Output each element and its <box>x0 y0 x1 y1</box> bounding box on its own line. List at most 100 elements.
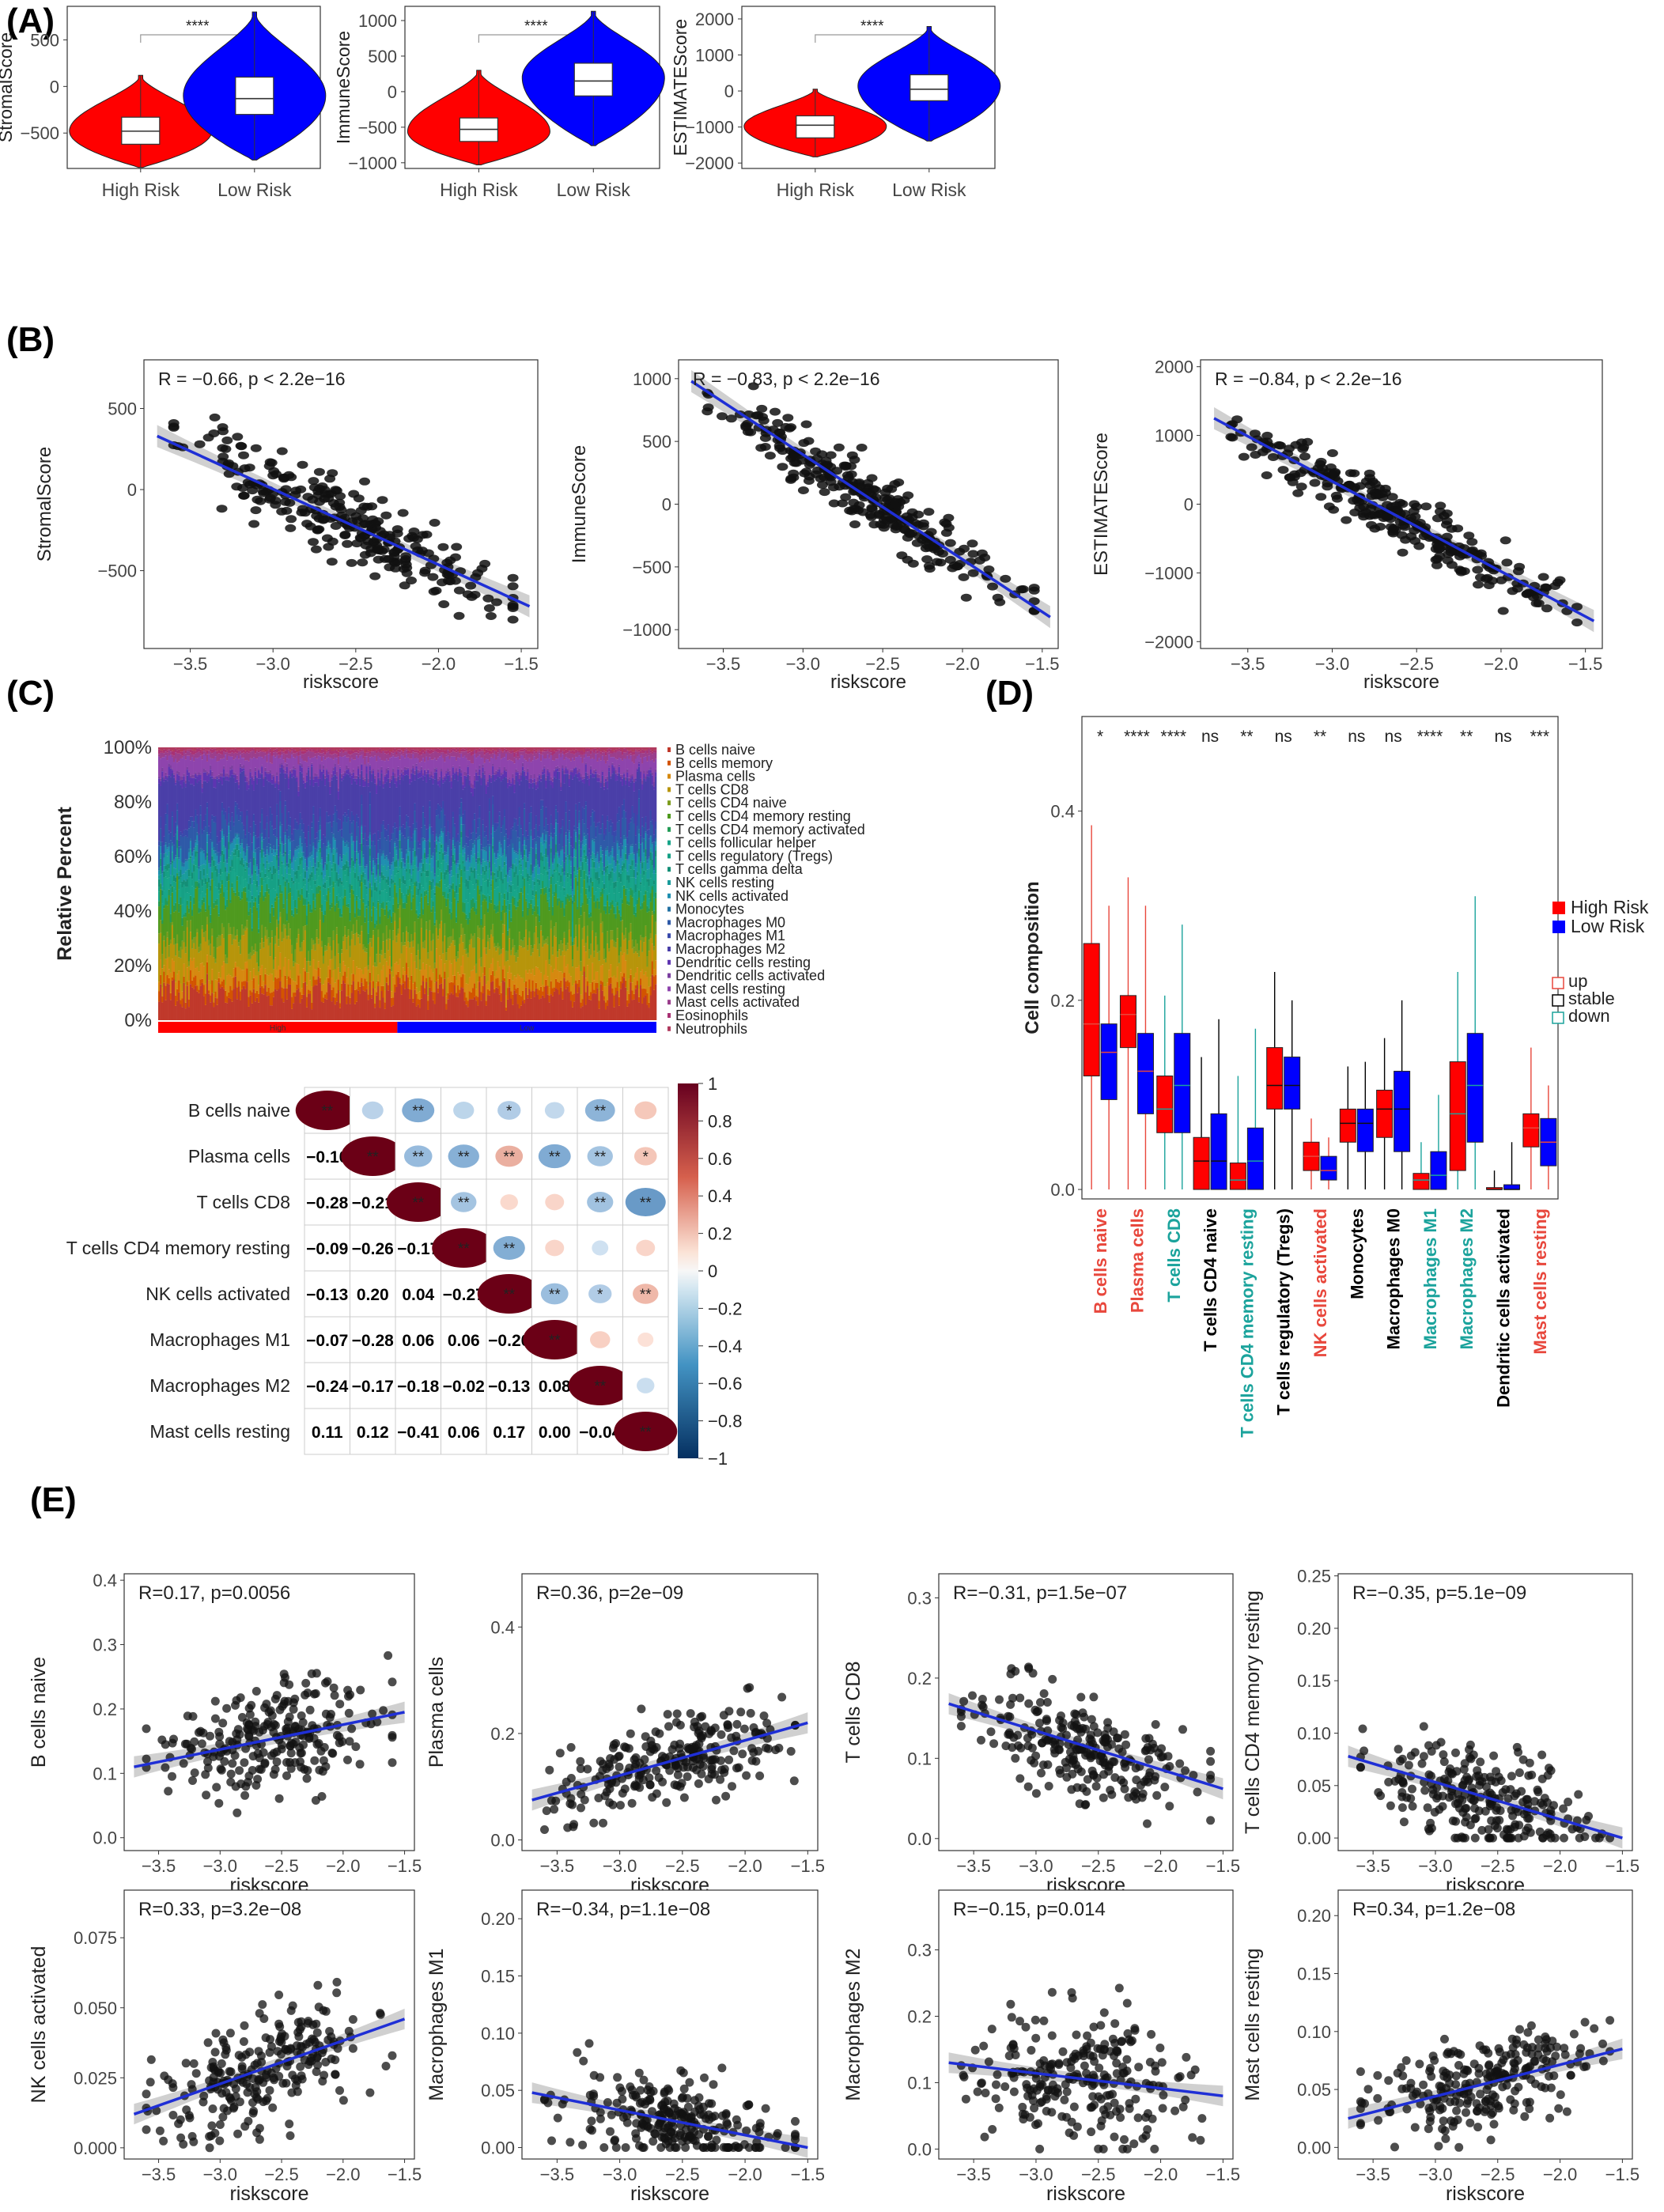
bar-segment <box>233 753 235 760</box>
bar-segment <box>388 915 391 930</box>
bar-segment <box>409 777 411 779</box>
bar-segment <box>397 756 399 767</box>
data-point <box>221 436 233 444</box>
bar-segment <box>178 912 180 951</box>
bar-segment <box>255 838 259 849</box>
bar-segment <box>163 908 165 936</box>
bar-segment <box>450 856 452 867</box>
bar-segment <box>261 814 263 834</box>
bar-segment <box>234 833 236 838</box>
bar-segment <box>176 771 179 774</box>
bar-segment <box>331 826 333 833</box>
bar-segment <box>337 874 340 879</box>
bar-segment <box>305 961 308 973</box>
bar-segment <box>384 774 386 777</box>
correlation-annotation: R = −0.66, p < 2.2e−16 <box>158 369 346 389</box>
bar-segment <box>195 856 197 866</box>
bar-segment <box>412 983 414 999</box>
bar-segment <box>196 835 199 845</box>
data-point <box>331 486 342 495</box>
bar-segment <box>309 776 312 780</box>
bar-segment <box>347 754 350 758</box>
bar-segment <box>187 849 191 853</box>
bar-segment <box>231 851 233 860</box>
bar-segment <box>237 849 240 858</box>
bar-segment <box>211 778 214 815</box>
bar-segment <box>241 847 244 858</box>
bar-segment <box>399 867 401 879</box>
bar-segment <box>370 747 373 751</box>
bar-segment <box>189 958 192 970</box>
bar-segment <box>430 749 433 754</box>
bar-segment <box>349 865 351 868</box>
bar-segment <box>269 922 272 943</box>
data-point <box>442 577 454 585</box>
bar-segment <box>279 893 282 913</box>
data-point <box>923 508 935 516</box>
bar-segment <box>414 841 416 851</box>
bar-segment <box>424 988 426 994</box>
bar-segment <box>331 989 333 1002</box>
bar-segment <box>409 851 411 864</box>
bar-segment <box>316 752 318 759</box>
bar-segment <box>305 866 308 872</box>
bar-segment <box>337 967 340 980</box>
bar-segment <box>382 825 384 851</box>
bar-segment <box>384 909 386 916</box>
bar-segment <box>319 764 322 769</box>
bar-segment <box>427 870 429 877</box>
bar-segment <box>161 771 164 777</box>
bar-segment <box>216 751 218 754</box>
bar-segment <box>213 747 215 749</box>
bar-segment <box>391 781 393 834</box>
bar-segment <box>302 751 305 754</box>
bar-segment <box>161 751 164 753</box>
bar-segment <box>399 830 401 835</box>
bar-segment <box>397 747 399 750</box>
bar-segment <box>176 934 179 944</box>
bar-segment <box>309 758 312 777</box>
data-point <box>324 475 336 483</box>
bar-segment <box>344 896 346 927</box>
bar-segment <box>278 874 280 879</box>
bar-segment <box>201 962 203 979</box>
bar-segment <box>178 951 180 958</box>
bar-segment <box>281 813 283 825</box>
bar-segment <box>187 755 191 772</box>
bar-segment <box>267 995 270 1020</box>
bar-segment <box>382 902 384 909</box>
bar-segment <box>420 885 423 894</box>
bar-segment <box>329 794 331 815</box>
bar-segment <box>276 970 278 979</box>
bar-segment <box>364 951 366 968</box>
bar-segment <box>437 979 440 989</box>
bar-segment <box>382 909 384 933</box>
bar-segment <box>270 904 274 908</box>
bar-segment <box>255 962 259 976</box>
bar-segment <box>355 851 358 859</box>
bar-segment <box>369 754 372 758</box>
bar-segment <box>163 890 165 906</box>
bar-segment <box>269 821 272 845</box>
bar-segment <box>287 747 290 750</box>
bar-segment <box>399 749 401 753</box>
bar-segment <box>189 841 192 849</box>
bar-segment <box>196 832 199 836</box>
bar-segment <box>269 956 272 974</box>
bar-segment <box>437 785 440 804</box>
bar-segment <box>305 856 308 867</box>
bar-segment <box>251 842 253 851</box>
bar-segment <box>367 906 369 922</box>
bar-segment <box>225 909 227 955</box>
bar-segment <box>425 977 428 982</box>
bar-segment <box>319 807 322 817</box>
data-point <box>297 505 308 513</box>
bar-segment <box>317 967 320 977</box>
bar-segment <box>367 845 369 879</box>
bar-segment <box>234 895 236 936</box>
bar-segment <box>176 747 179 751</box>
bar-segment <box>269 752 272 763</box>
bar-segment <box>322 749 325 753</box>
bar-segment <box>452 928 455 941</box>
bar-segment <box>420 859 423 864</box>
